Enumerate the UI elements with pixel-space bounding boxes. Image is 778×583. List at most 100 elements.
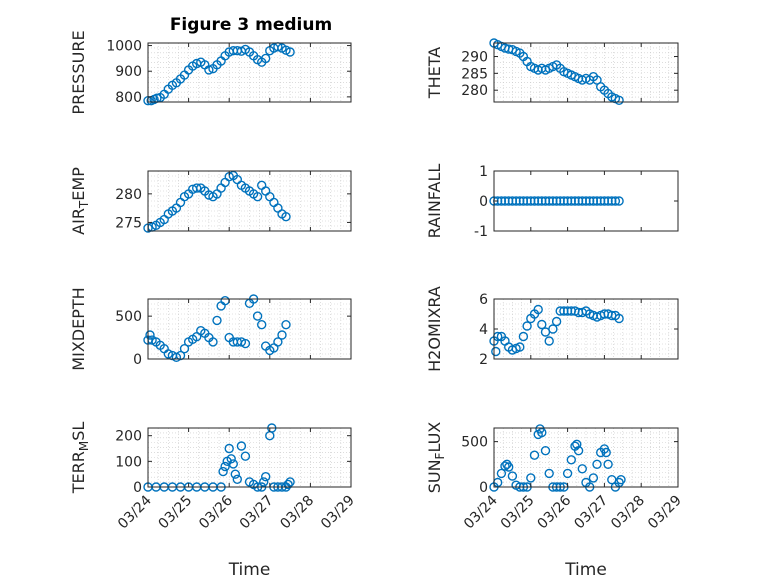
- data-point: [515, 196, 525, 206]
- x-tick-label: 03/29: [318, 493, 358, 533]
- data-point: [283, 479, 293, 490]
- x-ticks: [147, 171, 352, 231]
- data-point: [236, 441, 247, 451]
- subplot-terr-msl: 0 100 200 03/24 03/25 03/26 03/27 03/28 03/29 T…: [69, 422, 358, 580]
- data-point: [175, 197, 186, 208]
- data-point: [230, 469, 241, 479]
- data-point: [232, 474, 243, 484]
- data-point: [504, 462, 514, 472]
- data-points: [143, 294, 291, 362]
- x-tick-label: 03/26: [196, 492, 236, 532]
- data-point: [518, 331, 529, 342]
- x-tick-label: 03/27: [571, 493, 611, 533]
- y-tick-label: 0: [479, 194, 488, 210]
- data-points: [143, 42, 295, 106]
- data-point: [614, 95, 624, 106]
- axes-frame: [493, 42, 679, 103]
- data-points: [143, 423, 295, 492]
- data-point: [220, 177, 230, 188]
- x-axis-label: Time: [564, 560, 607, 580]
- data-point: [548, 324, 558, 334]
- data-point: [548, 196, 558, 206]
- y-tick-label: 900: [115, 64, 142, 80]
- data-point: [500, 461, 510, 471]
- data-point: [496, 468, 507, 479]
- data-point: [259, 477, 269, 487]
- data-point: [614, 313, 624, 324]
- data-point: [224, 443, 234, 454]
- y-axis-label: RAINFALL: [425, 164, 444, 239]
- x-ticks: [147, 43, 352, 102]
- grid: [148, 299, 351, 359]
- data-point: [191, 183, 202, 193]
- y-axis-label: TERRMSL: [69, 422, 91, 495]
- y-axis-label-sub: M: [77, 441, 91, 451]
- data-point: [573, 446, 584, 456]
- y-ticks: 0 500: [461, 435, 678, 496]
- data-point: [607, 196, 617, 206]
- data-point: [592, 459, 602, 469]
- data-point: [212, 315, 222, 326]
- y-tick-label: 280: [115, 187, 142, 203]
- figure-title: Figure 3 medium: [170, 15, 332, 35]
- y-axis-label: SUNFLUX: [425, 422, 447, 494]
- data-point: [507, 471, 518, 481]
- y-tick-label: 500: [115, 309, 142, 325]
- y-tick-label: 6: [479, 292, 488, 308]
- data-point: [577, 464, 587, 474]
- data-point: [529, 450, 540, 460]
- y-tick-label: 0: [133, 352, 142, 368]
- x-ticks: [493, 171, 679, 231]
- axes-frame: [147, 298, 352, 360]
- y-axis-label-sub: T: [77, 200, 91, 209]
- axes-frame: [147, 427, 352, 488]
- y-axis-label: PRESSURE: [69, 30, 88, 114]
- subplot-h2omixra: 2 4 6 H2OMIXRA: [425, 286, 679, 372]
- x-tick-label: 03/28: [608, 493, 648, 533]
- grid: [148, 43, 351, 102]
- y-axis-label-rest: LUX: [425, 422, 444, 453]
- data-point: [562, 468, 573, 479]
- data-point: [285, 47, 295, 57]
- y-tick-label: 0: [479, 480, 488, 496]
- data-point: [588, 473, 599, 483]
- y-tick-label: 1000: [106, 39, 142, 55]
- y-tick-label: 290: [461, 49, 488, 65]
- y-axis-label-main: SUN: [425, 459, 444, 493]
- data-point: [540, 446, 551, 456]
- y-tick-label: 285: [461, 66, 488, 82]
- data-point: [491, 346, 501, 357]
- data-point: [204, 65, 214, 75]
- subplot-mixdepth: 0 500 MIXDEPTH: [69, 287, 352, 371]
- y-ticks: 0 100 200: [115, 429, 351, 496]
- subplot-rainfall: -1 0 1 RAINFALL: [425, 164, 679, 240]
- x-tick-label: 03/25: [156, 493, 196, 533]
- data-point: [145, 330, 155, 340]
- data-point: [616, 475, 626, 485]
- y-tick-label: 280: [461, 83, 488, 99]
- data-point: [163, 349, 174, 359]
- data-point: [208, 337, 218, 347]
- y-ticks: 0 500: [115, 309, 351, 368]
- data-point: [544, 336, 554, 346]
- data-point: [265, 191, 275, 202]
- data-point: [240, 338, 251, 349]
- grid: [494, 428, 678, 487]
- x-tick-label: 03/25: [498, 493, 538, 533]
- y-axis-label-main: TERR: [69, 451, 88, 494]
- data-point: [220, 461, 230, 472]
- y-ticks: -1 0 1: [474, 164, 678, 240]
- y-axis-label-rest: SL: [69, 422, 88, 441]
- x-ticks: [147, 299, 352, 359]
- data-point: [226, 454, 236, 464]
- data-point: [216, 183, 226, 193]
- y-tick-label: -1: [474, 224, 488, 240]
- data-point: [285, 477, 295, 487]
- data-points: [489, 304, 624, 357]
- subplot-pressure: 800 900 1000 PRESSURE: [69, 30, 352, 115]
- data-points: [143, 170, 291, 233]
- y-tick-label: 2: [479, 352, 488, 368]
- data-point: [252, 311, 263, 321]
- data-point: [603, 459, 613, 469]
